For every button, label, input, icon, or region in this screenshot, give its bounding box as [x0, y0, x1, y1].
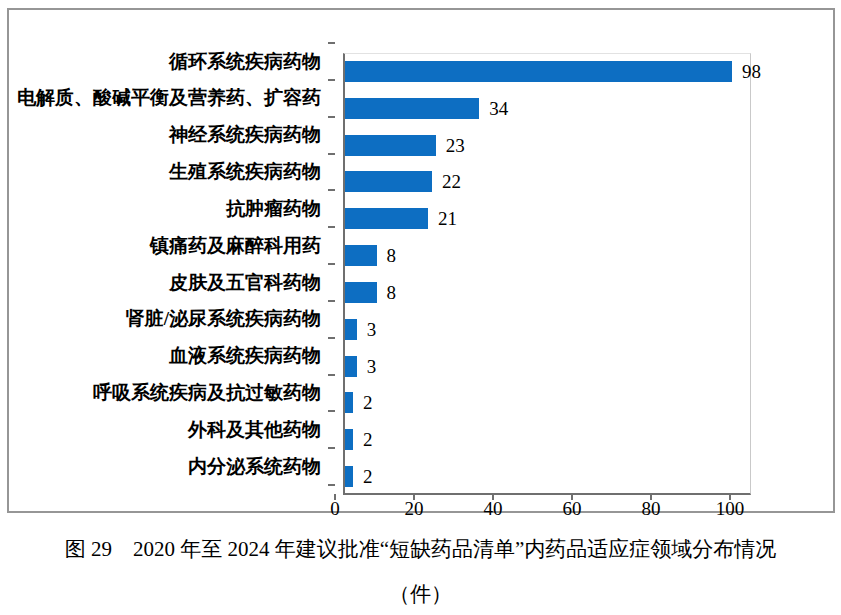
bar-3	[345, 171, 432, 192]
category-label-9: 呼吸系统疾病及抗过敏药物	[93, 375, 321, 412]
bar-9	[345, 392, 353, 413]
category-label-5: 镇痛药及麻醉科用药	[150, 227, 321, 264]
category-label-7: 肾脏/泌尿系统疾病药物	[126, 301, 321, 338]
bar-4	[345, 208, 428, 229]
figure-caption-unit: （件）	[0, 580, 841, 608]
category-label-6: 皮肤及五官科药物	[169, 264, 321, 301]
bar-value-3: 22	[442, 171, 461, 192]
bar-5	[345, 245, 377, 266]
x-axis-label: 100	[700, 498, 760, 520]
figure-29-bar-chart: 98342322218833222 循环系统疾病药物电解质、酸碱平衡及营养药、扩…	[0, 0, 841, 615]
category-label-11: 内分泌系统药物	[188, 448, 321, 485]
category-label-10: 外科及其他药物	[188, 411, 321, 448]
x-axis-label: 0	[305, 498, 365, 520]
y-axis-tick	[328, 337, 335, 339]
bar-8	[345, 356, 357, 377]
y-axis-tick	[328, 189, 335, 191]
y-axis-tick	[328, 300, 335, 302]
bar-6	[345, 282, 377, 303]
category-label-2: 神经系统疾病药物	[169, 117, 321, 154]
x-axis-label: 60	[542, 498, 602, 520]
bar-value-5: 8	[387, 245, 397, 266]
y-axis-tick	[328, 42, 335, 44]
bar-7	[345, 319, 357, 340]
bar-1	[345, 98, 479, 119]
x-axis-label: 40	[463, 498, 523, 520]
bar-10	[345, 429, 353, 450]
y-axis-tick	[328, 79, 335, 81]
bar-value-8: 3	[367, 356, 377, 377]
bar-value-7: 3	[367, 319, 377, 340]
category-label-8: 血液系统疾病药物	[169, 338, 321, 375]
y-axis-tick	[328, 484, 335, 486]
category-label-1: 电解质、酸碱平衡及营养药、扩容药	[17, 80, 321, 117]
x-axis-label: 80	[621, 498, 681, 520]
y-axis-tick	[328, 263, 335, 265]
bar-value-1: 34	[489, 98, 508, 119]
bar-11	[345, 466, 353, 487]
bar-2	[345, 135, 436, 156]
y-axis-tick	[328, 410, 335, 412]
y-axis-tick	[328, 374, 335, 376]
bar-value-4: 21	[438, 208, 457, 229]
plot-area: 98342322218833222	[343, 53, 751, 495]
bar-value-10: 2	[363, 429, 373, 450]
category-label-3: 生殖系统疾病药物	[169, 154, 321, 191]
bar-value-0: 98	[742, 61, 761, 82]
category-label-0: 循环系统疾病药物	[169, 43, 321, 80]
chart-frame: 98342322218833222 循环系统疾病药物电解质、酸碱平衡及营养药、扩…	[7, 8, 835, 513]
bar-value-11: 2	[363, 466, 373, 487]
bar-value-6: 8	[387, 282, 397, 303]
bar-value-9: 2	[363, 392, 373, 413]
y-axis-tick	[328, 153, 335, 155]
y-axis-tick	[328, 226, 335, 228]
figure-caption: 图 29 2020 年至 2024 年建议批准“短缺药品清单”内药品适应症领域分…	[0, 535, 841, 563]
bar-0	[345, 61, 732, 82]
x-axis-label: 20	[384, 498, 444, 520]
category-label-4: 抗肿瘤药物	[226, 190, 321, 227]
y-axis-tick	[328, 447, 335, 449]
bar-value-2: 23	[446, 135, 465, 156]
y-axis-tick	[328, 116, 335, 118]
